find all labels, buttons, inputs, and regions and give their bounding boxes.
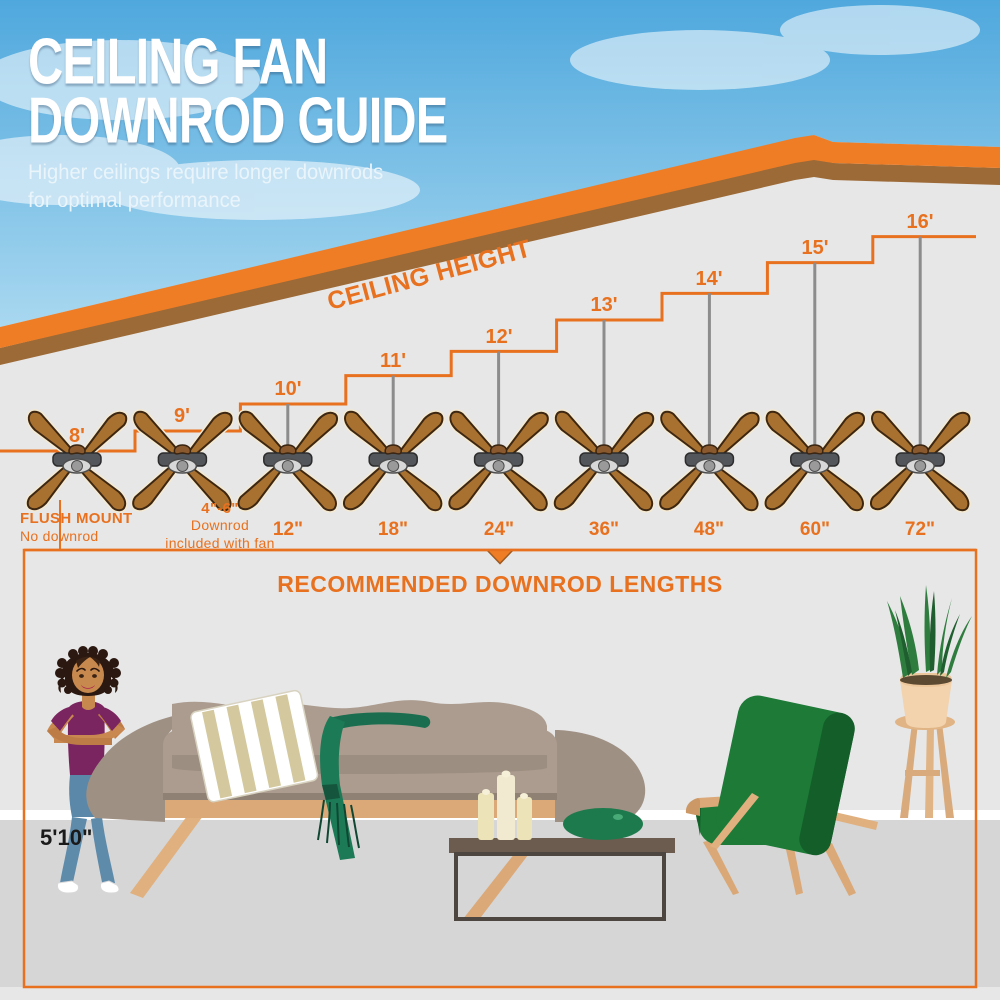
svg-text:48": 48": [694, 519, 724, 540]
svg-text:36": 36": [589, 519, 619, 540]
svg-text:24": 24": [484, 519, 514, 540]
svg-text:72": 72": [905, 519, 935, 540]
svg-text:11': 11': [380, 350, 406, 372]
svg-text:12': 12': [485, 326, 512, 348]
svg-text:60": 60": [800, 519, 830, 540]
svg-text:14': 14': [695, 268, 722, 290]
svg-text:16': 16': [906, 211, 933, 233]
svg-text:5'10": 5'10": [40, 825, 92, 850]
svg-text:9': 9': [174, 405, 190, 427]
svg-text:8': 8': [69, 425, 85, 447]
svg-text:15': 15': [801, 237, 828, 259]
svg-text:10': 10': [274, 378, 301, 400]
svg-text:RECOMMENDED DOWNROD LENGTHS: RECOMMENDED DOWNROD LENGTHS: [277, 571, 722, 597]
svg-text:18": 18": [378, 519, 408, 540]
svg-text:13': 13': [590, 294, 617, 316]
